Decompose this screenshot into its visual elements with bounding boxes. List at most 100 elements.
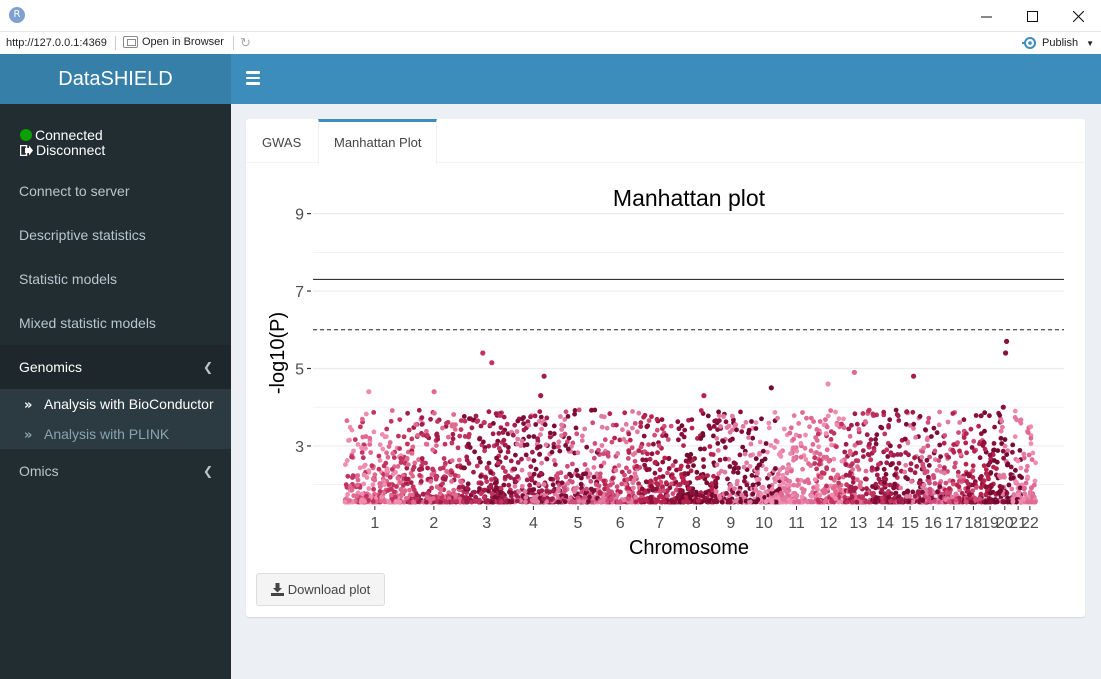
snp-point (937, 409, 942, 415)
snp-point (802, 487, 807, 493)
snp-point (494, 485, 500, 491)
snp-point (936, 422, 942, 428)
snp-point (731, 466, 737, 472)
snp-point (478, 459, 483, 465)
snp-point (787, 478, 793, 484)
snp-point (662, 499, 667, 504)
download-plot-button[interactable]: Download plot (256, 573, 385, 606)
snp-point (754, 465, 760, 471)
snp-point (956, 430, 961, 435)
brand-logo[interactable]: DataSHIELD (0, 54, 231, 104)
snp-point (949, 494, 955, 500)
snp-point (892, 481, 897, 487)
snp-point (464, 454, 470, 460)
sidebar-item-genomics[interactable]: Genomics ❮ (0, 345, 231, 389)
snp-point (559, 422, 564, 428)
snp-point (617, 437, 623, 443)
snp-point (646, 442, 651, 447)
snp-point (998, 435, 1004, 441)
snp-point (655, 450, 660, 455)
sidebar-item-connect[interactable]: Connect to server (19, 183, 130, 199)
snp-point (536, 419, 542, 424)
snp-point (882, 491, 887, 497)
snp-point (927, 480, 932, 486)
tab-manhattan-plot[interactable]: Manhattan Plot (318, 119, 438, 164)
snp-point (359, 497, 365, 503)
snp-point (871, 448, 877, 454)
snp-point (854, 421, 860, 427)
snp-point (430, 447, 436, 453)
snp-point (898, 485, 903, 491)
open-in-browser-button[interactable]: Open in Browser (123, 36, 224, 48)
snp-point (719, 468, 724, 474)
publish-button[interactable]: Publish ▼ (1022, 36, 1094, 50)
snp-point (381, 498, 386, 504)
snp-point (521, 421, 526, 426)
snp-point (632, 450, 638, 456)
snp-point (491, 421, 496, 426)
snp-point (477, 497, 482, 503)
snp-point (957, 448, 962, 454)
minimize-button[interactable] (963, 0, 1009, 32)
snp-point (418, 479, 424, 484)
sidebar-subitem-plink[interactable]: » Analysis with PLINK (0, 419, 231, 449)
disconnect-link[interactable]: Disconnect (20, 143, 231, 158)
snp-point (376, 466, 382, 472)
snp-point (562, 417, 568, 422)
snp-point (846, 426, 852, 432)
sidebar-item-omics[interactable]: Omics ❮ (0, 449, 231, 493)
snp-point (454, 498, 459, 504)
snp-point (934, 430, 940, 436)
snp-point (854, 499, 860, 505)
refresh-icon[interactable]: ↻ (240, 35, 251, 50)
sidebar-subitem-bioconductor[interactable]: » Analysis with BioConductor (0, 389, 231, 419)
snp-point (601, 478, 607, 484)
snp-point (382, 482, 387, 488)
snp-point (601, 451, 606, 457)
snp-point (642, 462, 647, 468)
snp-point (894, 466, 899, 471)
snp-point (556, 439, 562, 445)
sidebar-item-statistic-models[interactable]: Statistic models (19, 271, 118, 287)
snp-point (563, 443, 568, 448)
snp-point (659, 417, 665, 422)
snp-point (828, 429, 834, 434)
snp-point (739, 492, 745, 498)
snp-point (478, 474, 484, 479)
snp-point (836, 416, 842, 422)
snp-point (757, 450, 762, 456)
snp-point (1018, 465, 1024, 471)
snp-point (622, 410, 628, 416)
snp-point (606, 490, 612, 496)
snp-point (535, 499, 541, 505)
snp-point (657, 467, 663, 473)
snp-point (713, 489, 719, 495)
snp-point (492, 476, 498, 482)
snp-point (885, 454, 891, 459)
close-window-button[interactable] (1055, 0, 1101, 32)
snp-point (434, 443, 439, 448)
sidebar-item-descriptive[interactable]: Descriptive statistics (19, 227, 146, 243)
snp-point (419, 422, 425, 427)
sidebar-item-mixed-models[interactable]: Mixed statistic models (19, 315, 156, 331)
snp-point (642, 412, 648, 418)
snp-point (817, 458, 823, 463)
snp-point (611, 492, 617, 498)
snp-point (876, 462, 881, 467)
snp-point (796, 421, 802, 426)
snp-point (910, 489, 916, 495)
snp-point (904, 488, 910, 494)
snp-point (624, 465, 629, 471)
sidebar-toggle-icon[interactable] (246, 71, 260, 85)
snp-point (579, 475, 584, 481)
snp-point (443, 460, 448, 466)
maximize-button[interactable] (1009, 0, 1055, 32)
snp-point (620, 427, 625, 433)
snp-point (839, 421, 844, 427)
snp-point (755, 492, 761, 498)
snp-point (344, 458, 350, 463)
tab-gwas[interactable]: GWAS (262, 135, 302, 150)
snp-point (834, 444, 839, 450)
snp-point (518, 443, 524, 448)
snp-point (358, 424, 363, 430)
